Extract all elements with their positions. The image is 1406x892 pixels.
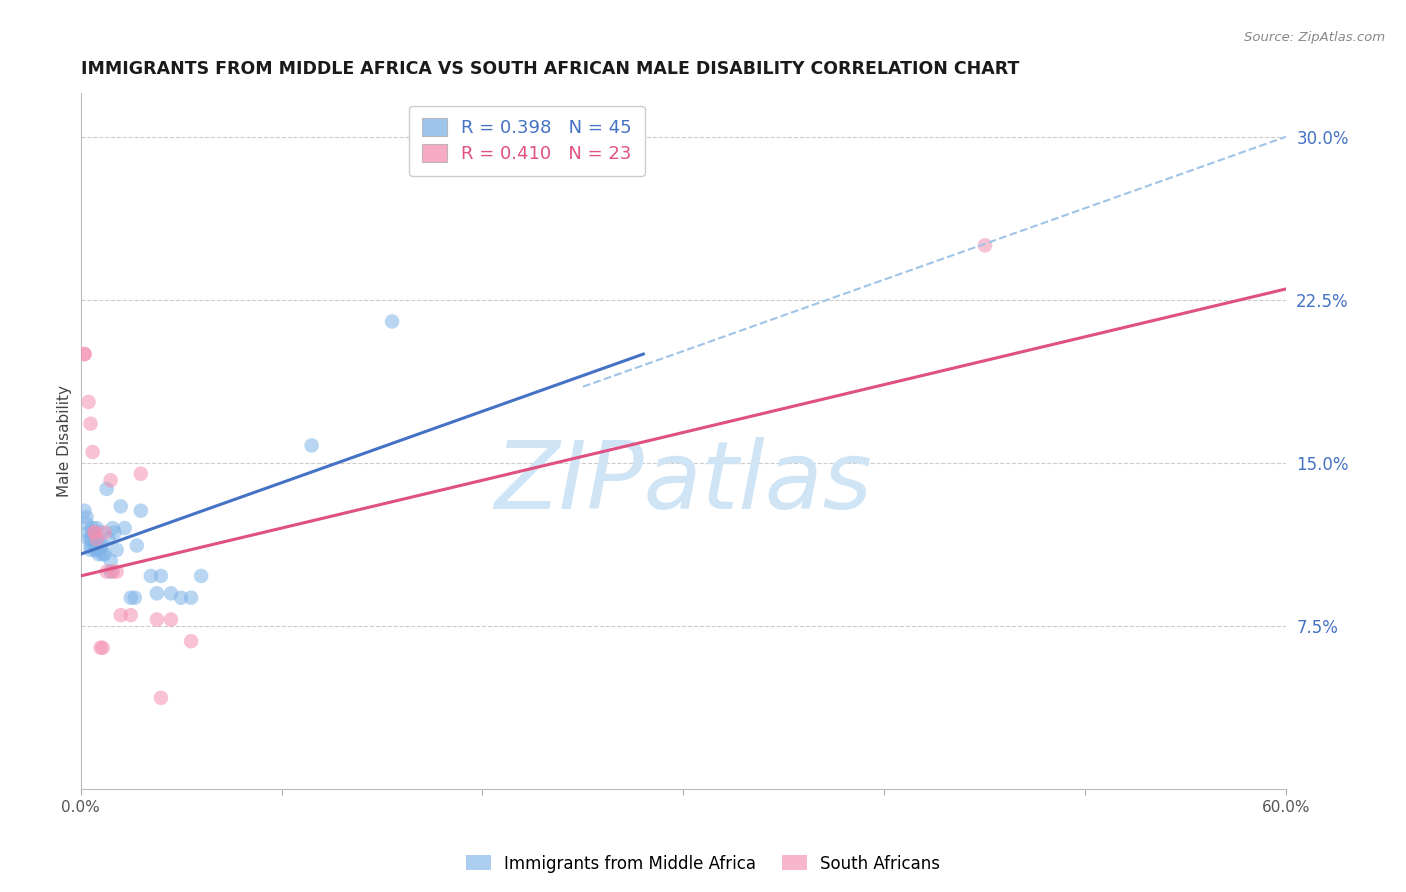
- Point: [93, 547, 115, 561]
- Point: [91, 547, 114, 561]
- Y-axis label: Male Disability: Male Disability: [58, 385, 72, 497]
- Point: [100, 473, 122, 487]
- Point: [110, 500, 132, 514]
- Point: [114, 521, 136, 535]
- Point: [180, 634, 202, 648]
- Text: IMMIGRANTS FROM MIDDLE AFRICA VS SOUTH AFRICAN MALE DISABILITY CORRELATION CHART: IMMIGRANTS FROM MIDDLE AFRICA VS SOUTH A…: [80, 60, 1019, 78]
- Point: [170, 591, 193, 605]
- Point: [82, 532, 104, 546]
- Legend: R = 0.398   N = 45, R = 0.410   N = 23: R = 0.398 N = 45, R = 0.410 N = 23: [409, 105, 644, 176]
- Point: [100, 565, 122, 579]
- Point: [104, 525, 127, 540]
- Point: [86, 532, 108, 546]
- Point: [79, 417, 101, 431]
- Point: [91, 640, 114, 655]
- Point: [77, 532, 100, 546]
- Point: [91, 539, 114, 553]
- Point: [77, 525, 100, 540]
- Point: [120, 591, 142, 605]
- Point: [82, 525, 104, 540]
- Point: [180, 591, 202, 605]
- Point: [83, 542, 105, 557]
- Point: [190, 569, 212, 583]
- Point: [129, 504, 152, 518]
- Point: [82, 445, 104, 459]
- Point: [146, 612, 169, 626]
- Point: [125, 539, 148, 553]
- Text: ZIPatlas: ZIPatlas: [495, 437, 873, 528]
- Point: [87, 536, 110, 550]
- Point: [73, 347, 96, 361]
- Point: [97, 532, 120, 546]
- Point: [101, 565, 124, 579]
- Point: [82, 521, 104, 535]
- Point: [90, 542, 112, 557]
- Point: [301, 438, 323, 452]
- Point: [149, 690, 172, 705]
- Text: Source: ZipAtlas.com: Source: ZipAtlas.com: [1244, 31, 1385, 45]
- Point: [73, 504, 96, 518]
- Point: [120, 608, 142, 623]
- Point: [105, 542, 128, 557]
- Point: [110, 608, 132, 623]
- Point: [83, 532, 105, 546]
- Point: [83, 536, 105, 550]
- Point: [124, 591, 146, 605]
- Point: [149, 569, 172, 583]
- Point: [79, 542, 101, 557]
- Point: [381, 314, 404, 328]
- Point: [79, 539, 101, 553]
- Point: [86, 542, 108, 557]
- Point: [101, 521, 124, 535]
- Point: [96, 565, 118, 579]
- Point: [93, 525, 115, 540]
- Point: [73, 347, 96, 361]
- Point: [105, 565, 128, 579]
- Point: [83, 525, 105, 540]
- Point: [146, 586, 169, 600]
- Point: [100, 554, 122, 568]
- Point: [76, 510, 98, 524]
- Point: [77, 395, 100, 409]
- Legend: Immigrants from Middle Africa, South Africans: Immigrants from Middle Africa, South Afr…: [460, 848, 946, 880]
- Point: [160, 586, 183, 600]
- Point: [87, 547, 110, 561]
- Point: [129, 467, 152, 481]
- Point: [139, 569, 162, 583]
- Point: [90, 525, 112, 540]
- Point: [76, 516, 98, 531]
- Point: [974, 238, 997, 252]
- Point: [90, 640, 112, 655]
- Point: [160, 612, 183, 626]
- Point: [86, 521, 108, 535]
- Point: [83, 525, 105, 540]
- Point: [96, 482, 118, 496]
- Point: [79, 532, 101, 546]
